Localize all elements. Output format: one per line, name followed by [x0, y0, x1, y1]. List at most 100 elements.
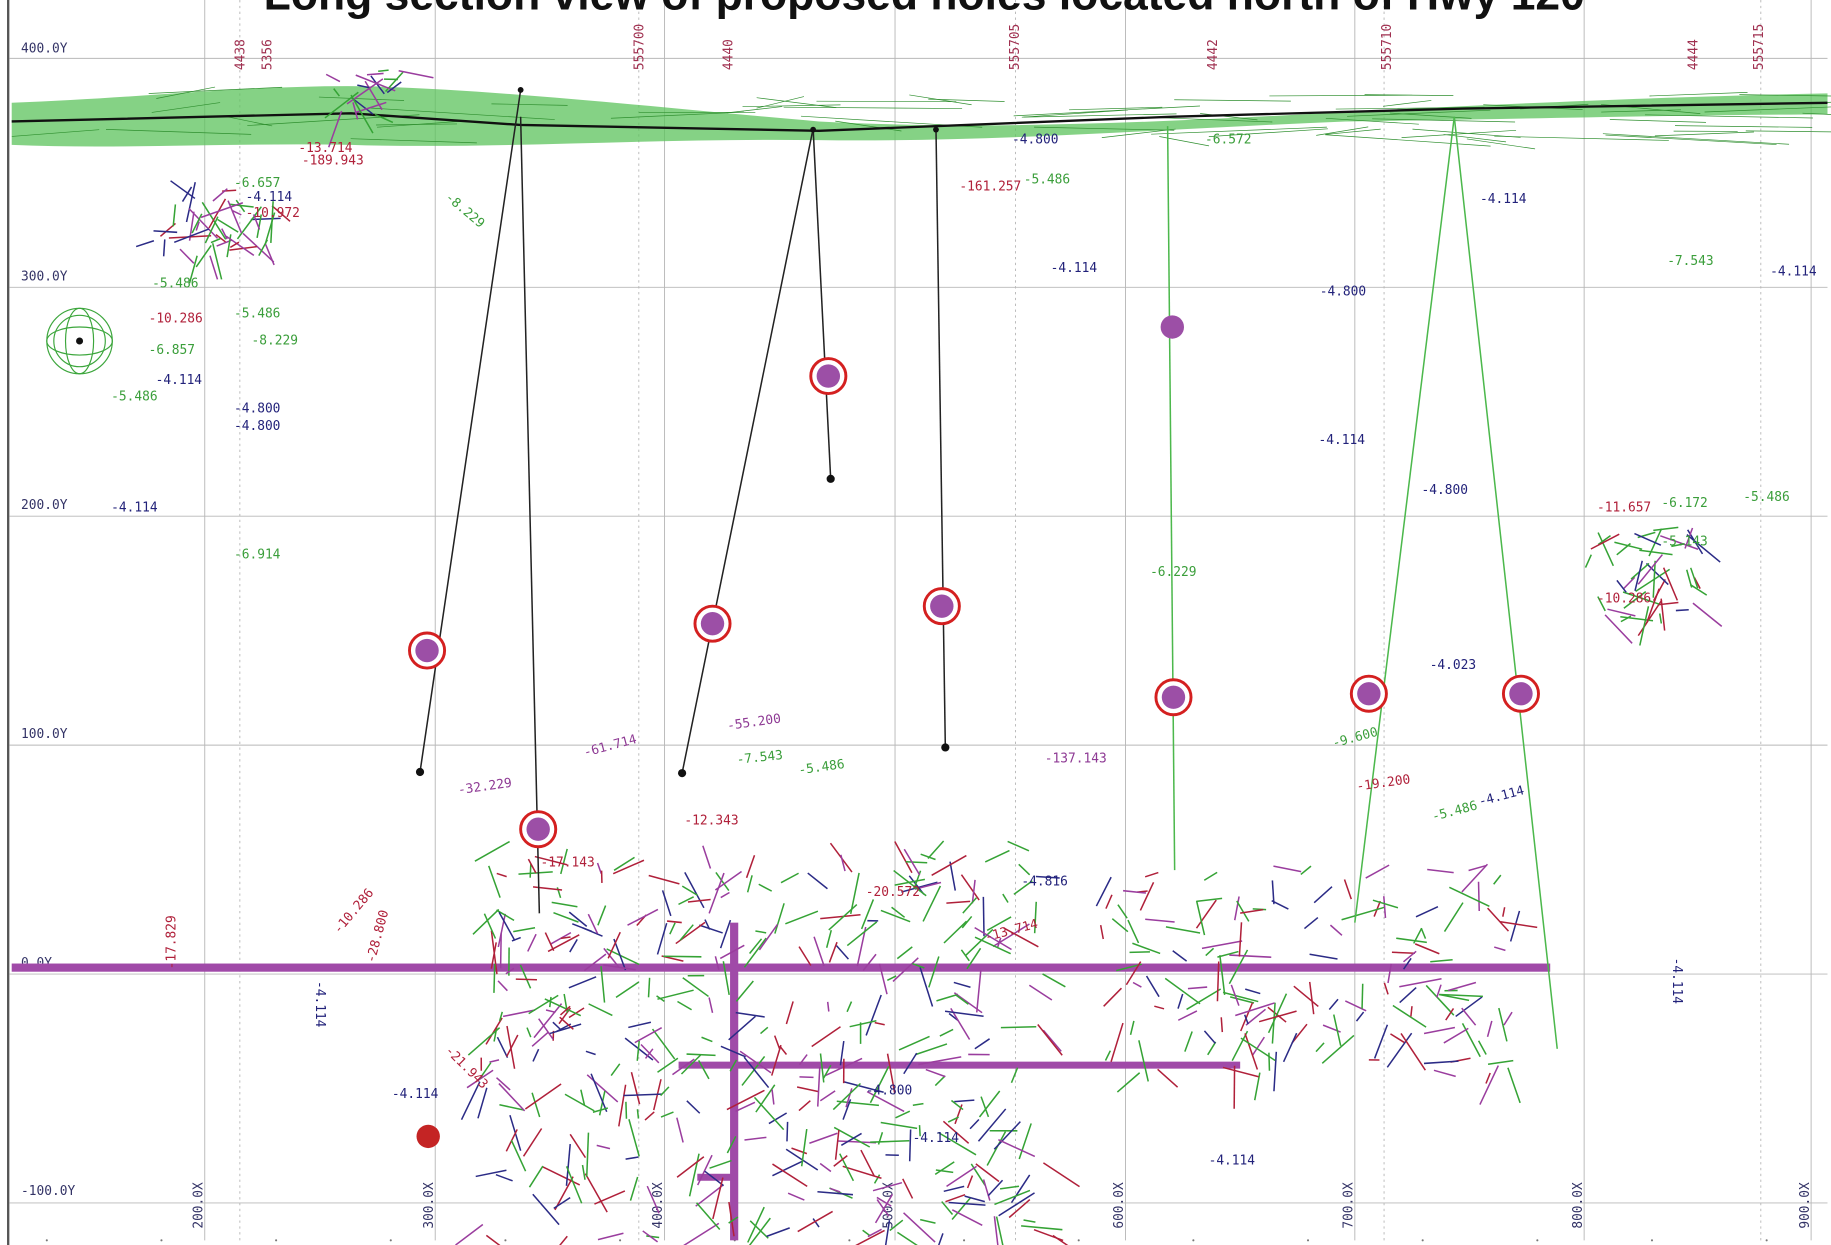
trace-segment — [1396, 937, 1427, 944]
trace-segment — [618, 1084, 627, 1127]
trace-segment — [629, 1176, 639, 1201]
trace-segment — [949, 861, 957, 891]
hatch-line — [1325, 128, 1381, 135]
trace-segment — [993, 1216, 999, 1245]
trace-segment — [1433, 1069, 1456, 1078]
hole-trace — [519, 116, 541, 914]
trace-segment — [893, 869, 927, 897]
hatch-line — [156, 86, 216, 99]
trace-segment — [1662, 567, 1679, 601]
trace-segment — [798, 946, 812, 966]
trace-segment — [211, 243, 223, 280]
trace-segment — [860, 1149, 875, 1177]
trace-segment — [842, 1080, 884, 1094]
trace-segment — [817, 1190, 854, 1196]
trace-segment — [1430, 959, 1453, 963]
trace-segment — [625, 1101, 628, 1119]
trace-segment — [749, 1220, 769, 1239]
assay-label: -7.543 — [1667, 254, 1713, 269]
trace-segment — [942, 1120, 970, 1144]
hatch-line — [1412, 128, 1521, 138]
hatch-line — [491, 103, 568, 106]
trace-segment — [938, 1131, 977, 1156]
collar — [517, 87, 524, 93]
trace-segment — [807, 872, 828, 890]
trace-segment — [1138, 1040, 1149, 1082]
trace-segment — [946, 1165, 977, 1187]
trace-segment — [483, 913, 497, 939]
trace-segment — [1293, 985, 1319, 1008]
section-label: 4438 — [234, 39, 249, 70]
trace-segment — [1127, 919, 1140, 944]
trace-segment — [825, 930, 833, 948]
trace-segment — [217, 218, 239, 233]
trace-segment — [661, 890, 672, 917]
assay-label: -4.023 — [1430, 658, 1476, 673]
trace-segment — [1658, 613, 1663, 624]
trace-segment — [636, 1040, 640, 1061]
trace-segment — [686, 1053, 716, 1057]
grid: 400.0Y300.0Y200.0Y100.0Y0.0Y-100.0Y200.0… — [9, 0, 1828, 1242]
trace-segment — [553, 1197, 571, 1210]
trace-segment — [201, 201, 227, 240]
trace-segment — [513, 926, 536, 933]
trace-segment — [758, 924, 779, 951]
trace-segment — [708, 997, 714, 1013]
trace-segment — [559, 1235, 568, 1245]
trace-segment — [586, 1074, 619, 1103]
trace-segment — [1145, 918, 1175, 923]
trace-segment — [1652, 560, 1656, 598]
tick-dot — [848, 1239, 851, 1242]
trace-segment — [865, 994, 882, 1036]
tick-dot — [1192, 1239, 1195, 1242]
trace-segment — [1477, 1040, 1487, 1055]
assay-label: -5.486 — [798, 757, 846, 778]
hatch-line — [148, 86, 283, 94]
trace-segment — [1177, 1010, 1198, 1021]
trace-segment — [943, 1185, 965, 1193]
trace-segment — [1251, 1036, 1265, 1056]
trace-segment — [612, 859, 645, 875]
trace-segment — [1486, 1020, 1493, 1037]
tick-dot — [389, 1239, 392, 1242]
trace-segment — [264, 243, 275, 266]
trace-segment — [1154, 1005, 1165, 1010]
hatch-line — [816, 100, 957, 103]
trace-segment — [1042, 1162, 1080, 1188]
trace-segment — [1509, 910, 1521, 942]
trace-segment — [1157, 1068, 1179, 1088]
trace-segment — [1321, 1034, 1355, 1064]
target-core — [1160, 315, 1185, 339]
trace-segment — [1443, 1027, 1469, 1044]
hatch-line — [1745, 130, 1831, 133]
hatch-line — [1208, 128, 1328, 137]
trace-segment — [753, 1096, 785, 1131]
x-label: 700.0X — [1341, 1182, 1356, 1229]
trace-segment — [800, 1128, 808, 1167]
trace-segment — [1333, 1014, 1342, 1046]
trace-segment — [1361, 983, 1364, 1009]
trace-segment — [515, 978, 537, 981]
trace-segment — [1236, 900, 1250, 922]
trace-segment — [258, 239, 269, 256]
trace-segment — [669, 922, 676, 935]
trace-segment — [712, 1177, 724, 1220]
trace-segment — [170, 180, 196, 200]
trace-segment — [1195, 900, 1206, 936]
target-core — [930, 594, 954, 618]
trace-segment — [819, 1090, 836, 1102]
assay-label: -12.343 — [684, 814, 738, 829]
hatch-line — [1325, 134, 1491, 147]
trace-segment — [529, 864, 532, 878]
assay-label: -4.114 — [913, 1131, 960, 1146]
trace-segment — [1468, 864, 1487, 872]
trace-segment — [681, 885, 698, 896]
trace-segment — [1329, 924, 1343, 936]
trace-segment — [856, 926, 867, 967]
trace-segment — [720, 891, 730, 899]
trace-segment — [1503, 1011, 1513, 1026]
trace-segment — [210, 237, 221, 244]
trace-segment — [915, 1043, 948, 1056]
x-label: 400.0X — [651, 1182, 666, 1229]
assay-label: -32.229 — [457, 776, 513, 798]
